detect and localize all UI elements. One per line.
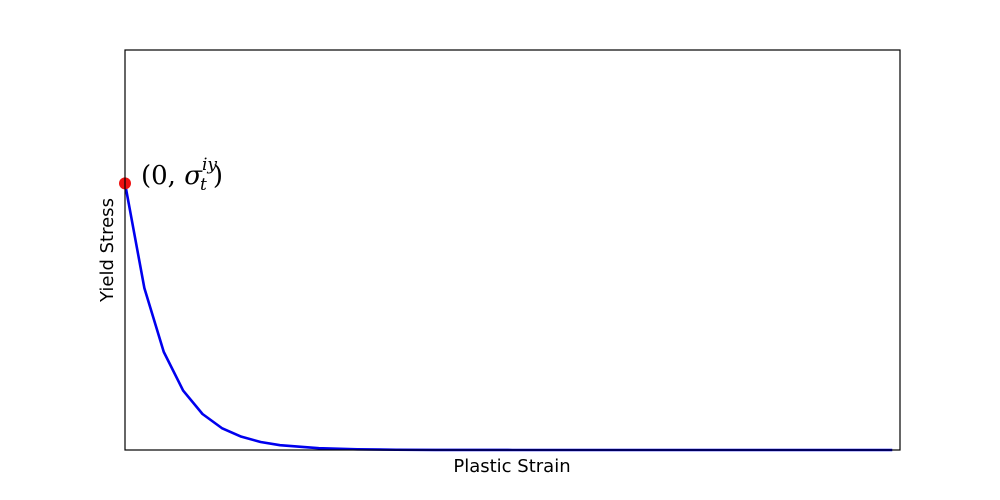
annotation-close: ): [213, 161, 223, 191]
x-axis-label: Plastic Strain: [453, 456, 570, 477]
annotation-subscript: t: [200, 175, 207, 195]
annotation-superscript: iy: [202, 155, 217, 175]
point-annotation: (0, σiy t): [141, 155, 223, 195]
annotation-symbol: σ: [184, 161, 203, 191]
annotation-open: (0,: [141, 161, 184, 191]
y-axis-label: Yield Stress: [97, 198, 118, 303]
axes-frame: [124, 49, 901, 451]
